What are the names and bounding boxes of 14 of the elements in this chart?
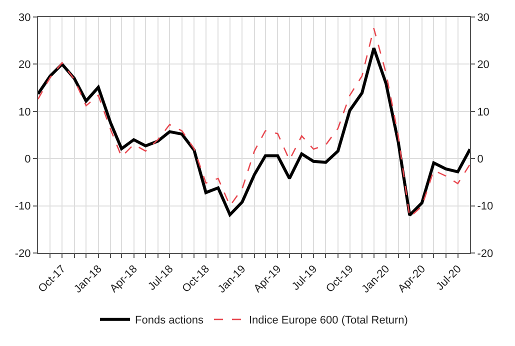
y-tick-label: -10 (14, 200, 31, 213)
y2-tick-label: 0 (477, 153, 484, 166)
y2-tick-label: 30 (477, 12, 490, 24)
y2-tick-label: -20 (477, 248, 494, 260)
y2-tick-label: -10 (477, 200, 494, 213)
y-tick-label: 0 (24, 153, 31, 166)
legend-label: Fonds actions (135, 314, 204, 327)
legend-label: Indice Europe 600 (Total Return) (248, 314, 408, 327)
y2-tick-label: 10 (477, 106, 490, 118)
y-tick-label: -20 (14, 248, 31, 260)
y-tick-label: 30 (18, 12, 31, 24)
y-tick-label: 10 (18, 106, 31, 118)
y2-tick-label: 20 (477, 59, 490, 72)
y-tick-label: 20 (18, 59, 31, 72)
